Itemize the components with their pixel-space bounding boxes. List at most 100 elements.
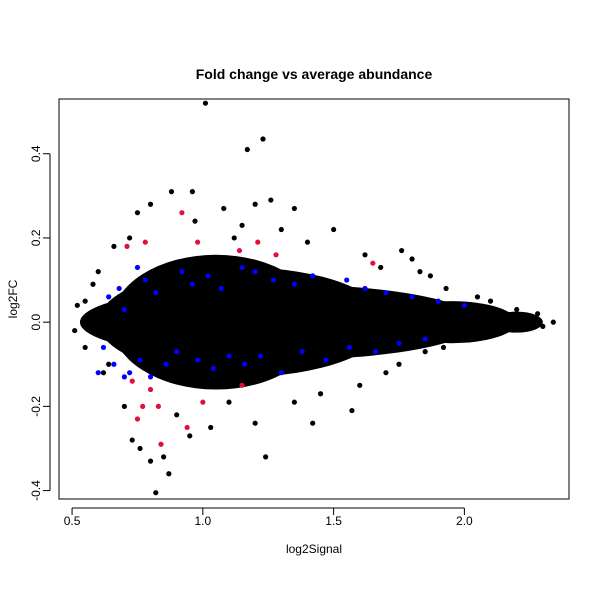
- data-point: [147, 386, 154, 393]
- data-point: [208, 424, 214, 431]
- data-point: [106, 294, 112, 300]
- data-point: [82, 344, 88, 351]
- data-point: [174, 412, 180, 418]
- data-point: [422, 349, 428, 355]
- data-point: [142, 277, 148, 283]
- data-point: [310, 420, 316, 426]
- data-point: [535, 311, 541, 317]
- data-point: [514, 306, 520, 313]
- data-point: [127, 370, 133, 376]
- data-point: [501, 327, 507, 334]
- data-point: [231, 235, 237, 241]
- data-point: [116, 285, 122, 292]
- data-point: [443, 285, 449, 292]
- data-point: [396, 340, 402, 346]
- data-point: [226, 353, 232, 359]
- data-point: [383, 370, 389, 376]
- data-point: [260, 136, 266, 142]
- x-tick-label: 1.5: [325, 514, 342, 528]
- data-point: [239, 264, 245, 271]
- data-point: [179, 210, 185, 216]
- data-point: [239, 382, 245, 388]
- data-point: [205, 273, 211, 279]
- point-cloud-region: [385, 301, 517, 344]
- data-point: [370, 260, 376, 266]
- data-point: [142, 239, 148, 245]
- chart-title: Fold change vs average abundance: [196, 66, 433, 82]
- point-cloud: [79, 254, 543, 390]
- data-point: [106, 361, 112, 367]
- data-point: [121, 306, 127, 313]
- data-point: [127, 235, 133, 241]
- data-point: [134, 264, 141, 271]
- data-point: [362, 252, 368, 258]
- data-point: [166, 471, 172, 477]
- data-point: [255, 239, 261, 245]
- x-axis: 0.5 1.0 1.5 2.0: [64, 507, 473, 528]
- data-point: [153, 490, 159, 496]
- data-point: [346, 344, 352, 351]
- data-point: [124, 243, 130, 249]
- data-point: [111, 243, 117, 249]
- data-point: [129, 378, 135, 384]
- data-point: [273, 252, 279, 258]
- data-point: [435, 298, 441, 304]
- x-tick-label: 0.5: [64, 514, 81, 528]
- data-point: [189, 189, 195, 195]
- data-point: [344, 277, 350, 283]
- data-point: [236, 247, 243, 254]
- data-point: [291, 205, 297, 212]
- data-point: [187, 433, 193, 439]
- y-tick-label: 0.0: [29, 313, 43, 330]
- data-point: [226, 399, 232, 405]
- data-point: [278, 370, 284, 376]
- data-point: [252, 269, 258, 275]
- point-cloud-region: [490, 311, 543, 333]
- y-tick-label: -0.2: [29, 396, 43, 417]
- data-point: [417, 269, 423, 275]
- data-point: [399, 247, 405, 254]
- data-point: [100, 344, 107, 351]
- data-point: [153, 290, 159, 296]
- data-point: [121, 403, 127, 409]
- data-point: [304, 239, 311, 245]
- data-point: [422, 336, 428, 342]
- data-point: [378, 264, 384, 271]
- point-cloud-region: [111, 254, 321, 390]
- data-point: [242, 361, 248, 367]
- data-point: [218, 285, 224, 292]
- data-point: [427, 273, 433, 279]
- y-tick-label: -0.4: [29, 480, 43, 501]
- data-point: [221, 205, 227, 212]
- data-point: [540, 323, 546, 329]
- data-point: [189, 281, 195, 287]
- data-point: [184, 424, 190, 431]
- data-point: [461, 302, 467, 308]
- data-point: [195, 239, 201, 245]
- data-point: [323, 357, 329, 363]
- data-point: [161, 454, 167, 460]
- data-point: [349, 407, 355, 414]
- data-point: [72, 327, 78, 334]
- data-point: [179, 269, 185, 275]
- x-tick-label: 2.0: [456, 514, 473, 528]
- data-point: [239, 222, 245, 228]
- data-point: [158, 441, 164, 447]
- data-point: [74, 302, 80, 308]
- data-point: [278, 226, 284, 233]
- data-point: [137, 357, 143, 363]
- data-point: [140, 403, 146, 409]
- data-point: [147, 374, 154, 380]
- data-point: [192, 218, 198, 224]
- data-point: [252, 420, 258, 426]
- data-point: [409, 294, 415, 300]
- data-point: [263, 454, 269, 460]
- y-tick-label: 0.2: [29, 229, 43, 246]
- x-axis-label: log2Signal: [286, 542, 342, 556]
- y-axis-label: log2FC: [6, 279, 20, 318]
- data-point: [200, 399, 206, 405]
- data-point: [257, 353, 263, 359]
- data-point: [291, 281, 297, 287]
- y-tick-label: 0.4: [29, 145, 43, 162]
